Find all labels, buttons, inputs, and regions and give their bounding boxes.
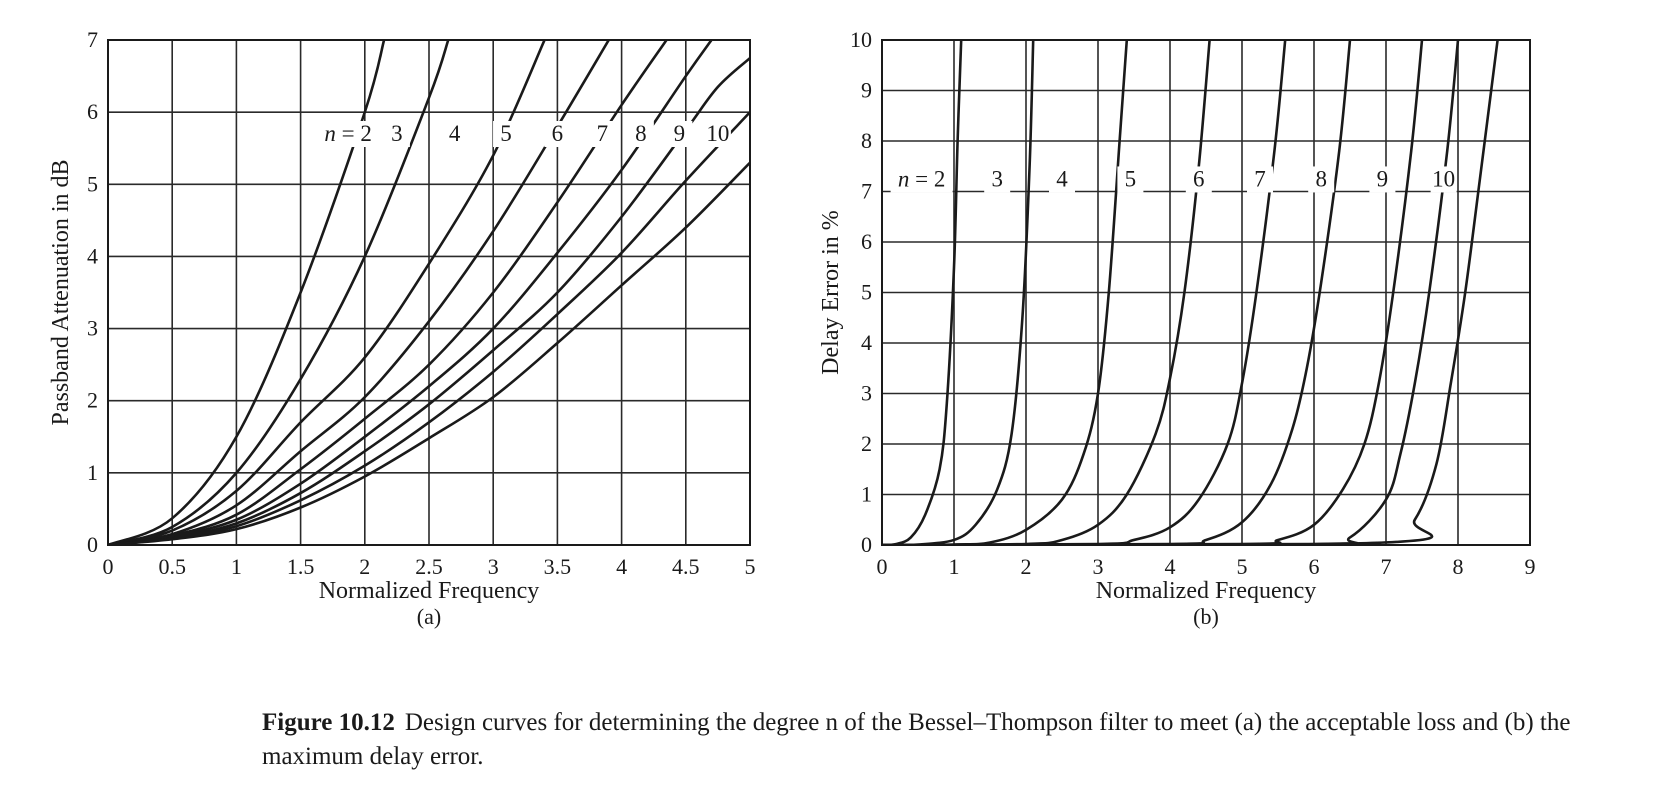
b-y-tick-label: 2 (861, 431, 872, 456)
b-y-tick-label: 3 (861, 381, 872, 406)
b-x-tick-label: 8 (1453, 554, 1464, 579)
b-x-tick-label: 0 (877, 554, 888, 579)
b-series-label-bg (1049, 166, 1075, 193)
b-x-tick-label: 4 (1165, 554, 1176, 579)
a-x-tick-label: 2.5 (415, 554, 443, 579)
a-y-tick-label: 7 (87, 27, 98, 52)
caption-text: Design curves for determining the degree… (262, 709, 1571, 770)
figure-caption: Figure 10.12 Design curves for determinin… (262, 706, 1642, 774)
a-y-axis-title: Passband Attenuation in dB (48, 160, 74, 426)
b-series-label-bg (1430, 166, 1457, 193)
b-series-label-bg (1308, 166, 1335, 193)
a-x-tick-label: 5 (745, 554, 756, 579)
b-series-label-bg (1247, 166, 1273, 193)
a-series-label-bg (317, 121, 380, 147)
a-series-line-1 (108, 40, 450, 545)
a-series-label-bg (544, 121, 571, 147)
b-series-label-3: 5 (1125, 166, 1137, 191)
a-series-label-bg (589, 121, 616, 147)
a-x-tick-label: 3.5 (544, 554, 572, 579)
b-y-axis-title: Delay Error in % (818, 210, 844, 375)
figure-number: Figure 10.12 (262, 709, 395, 736)
a-series-label-bg (493, 121, 520, 147)
a-series-label-5: 7 (597, 121, 609, 146)
b-series-label-bg (984, 166, 1011, 193)
a-x-tick-label: 1 (231, 554, 242, 579)
a-x-tick-label: 4.5 (672, 554, 700, 579)
a-series-label-3: 5 (500, 121, 512, 146)
b-series-line-0 (882, 40, 963, 545)
a-series-line-8 (108, 161, 750, 545)
b-series-label-8: 10 (1432, 166, 1455, 191)
a-x-tick-label: 0.5 (158, 554, 186, 579)
b-x-tick-label: 2 (1021, 554, 1032, 579)
a-x-axis-title: Normalized Frequency (319, 578, 540, 604)
b-series-label-6: 8 (1315, 166, 1327, 191)
b-x-tick-label: 5 (1237, 554, 1248, 579)
b-y-tick-label: 1 (861, 482, 872, 507)
a-x-tick-label: 3 (488, 554, 499, 579)
b-series-label-bg (1117, 166, 1144, 193)
b-series-label-bg (1369, 166, 1396, 193)
a-series-label-1: 3 (391, 121, 403, 146)
b-y-tick-label: 8 (861, 128, 872, 153)
a-x-tick-label: 4 (616, 554, 627, 579)
b-series-label-bg (890, 166, 953, 193)
chart-panel-a: 0 0.5 1 1.5 2 2.5 3 3.5 4 4.5 5 0 1 2 3 4 5 6 7 Normalized … (48, 27, 756, 629)
b-series-label-0: n = 2 (898, 166, 945, 191)
a-y-tick-label: 5 (87, 171, 98, 196)
a-y-tick-label: 1 (87, 460, 98, 485)
a-y-tick-label: 0 (87, 532, 98, 557)
a-y-tick-label: 6 (87, 99, 98, 124)
b-x-tick-label: 7 (1381, 554, 1392, 579)
b-series-line-8 (882, 40, 1499, 545)
b-series-label-4: 6 (1193, 166, 1205, 191)
a-series-label-8: 10 (706, 121, 729, 146)
a-x-tick-label: 1.5 (287, 554, 315, 579)
a-panel-label: (a) (417, 604, 441, 629)
chart-panel-b: 0 1 2 3 4 5 6 7 8 9 0 1 2 3 4 5 6 7 8 9 10 Normalized Frequen… (818, 27, 1536, 629)
b-series-label-1: 3 (991, 166, 1003, 191)
a-series-label-bg (441, 121, 468, 147)
b-y-tick-label: 10 (850, 27, 872, 52)
b-x-axis-title: Normalized Frequency (1096, 578, 1317, 604)
a-series-label-6: 8 (635, 121, 647, 146)
a-x-tick-label: 2 (359, 554, 370, 579)
a-series-label-bg (383, 121, 410, 147)
a-series-label-4: 6 (552, 121, 564, 146)
b-y-tick-label: 6 (861, 229, 872, 254)
b-x-tick-label: 9 (1525, 554, 1536, 579)
b-series-line-1 (882, 40, 1035, 545)
a-y-tick-label: 2 (87, 388, 98, 413)
b-x-tick-label: 6 (1309, 554, 1320, 579)
a-y-tick-label: 3 (87, 316, 98, 341)
a-series-line-0 (108, 40, 386, 545)
a-series-label-7: 9 (674, 121, 686, 146)
b-series-label-5: 7 (1254, 166, 1266, 191)
b-series-label-2: 4 (1056, 166, 1068, 191)
a-series-line-4 (108, 40, 668, 545)
b-y-tick-label: 4 (861, 330, 872, 355)
a-series-label-bg (666, 121, 693, 147)
a-x-tick-label: 0 (103, 554, 114, 579)
a-plot-frame (107, 39, 751, 546)
b-panel-label: (b) (1193, 604, 1219, 629)
a-series-label-bg (704, 121, 731, 147)
b-series-label-bg (1185, 166, 1212, 193)
b-y-tick-label: 0 (861, 532, 872, 557)
b-x-tick-label: 3 (1093, 554, 1104, 579)
b-y-tick-label: 5 (861, 280, 872, 305)
b-y-tick-label: 9 (861, 78, 872, 103)
b-x-tick-label: 1 (949, 554, 960, 579)
a-y-tick-label: 4 (87, 243, 98, 268)
a-series-line-2 (108, 40, 546, 545)
b-y-tick-label: 7 (861, 179, 872, 204)
b-series-label-7: 9 (1377, 166, 1389, 191)
a-series-line-7 (108, 111, 750, 545)
a-series-label-2: 4 (449, 121, 461, 146)
a-series-label-bg (627, 121, 654, 147)
a-series-label-0: n = 2 (324, 121, 371, 146)
